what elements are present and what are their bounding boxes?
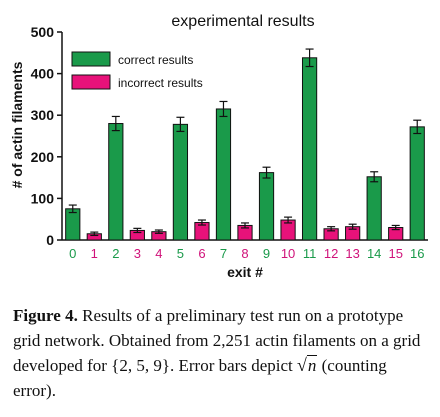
bar-exit-7 bbox=[215, 108, 232, 241]
x-tick-label: 8 bbox=[241, 246, 248, 261]
x-tick-label: 7 bbox=[220, 246, 227, 261]
x-tick-label: 9 bbox=[263, 246, 270, 261]
bar-exit-2 bbox=[108, 123, 124, 241]
y-tick-label: 100 bbox=[31, 190, 55, 206]
x-tick-label: 13 bbox=[345, 246, 359, 261]
x-tick-label: 12 bbox=[324, 246, 338, 261]
bar-exit-0 bbox=[65, 208, 81, 241]
bar-exit-11 bbox=[301, 57, 318, 241]
y-tick-label: 300 bbox=[31, 107, 55, 123]
y-tick-label: 500 bbox=[31, 24, 55, 40]
x-tick-label: 5 bbox=[177, 246, 184, 261]
x-tick-label: 6 bbox=[198, 246, 205, 261]
radical-symbol: √ bbox=[296, 355, 307, 375]
x-tick-label: 0 bbox=[69, 246, 76, 261]
bar-exit-16 bbox=[409, 126, 425, 241]
x-tick-label: 1 bbox=[91, 246, 98, 261]
legend-label-correct: correct results bbox=[118, 53, 193, 67]
y-tick-label: 400 bbox=[31, 66, 55, 82]
x-tick-label: 14 bbox=[367, 246, 381, 261]
bar-exit-9 bbox=[258, 172, 275, 241]
x-tick-label: 3 bbox=[134, 246, 141, 261]
caption-label: Figure 4. bbox=[13, 306, 78, 325]
legend-swatch-incorrect bbox=[71, 74, 111, 90]
x-tick-label: 16 bbox=[410, 246, 424, 261]
bar-chart: experimental results # of actin filament… bbox=[9, 13, 428, 280]
radicand: n bbox=[306, 355, 318, 375]
y-tick-label: 0 bbox=[46, 232, 54, 248]
figure-caption: Figure 4. Results of a preliminary test … bbox=[13, 303, 433, 403]
caption-text: Results of a preliminary test run on a p… bbox=[13, 306, 421, 375]
bar-exit-14 bbox=[366, 176, 382, 241]
x-tick-label: 15 bbox=[388, 246, 402, 261]
caption-text-end: (counting error). bbox=[13, 356, 387, 400]
legend-swatch-correct bbox=[71, 51, 111, 67]
x-tick-label: 2 bbox=[112, 246, 119, 261]
legend: correct results incorrect results bbox=[71, 51, 203, 90]
x-tick-label: 4 bbox=[155, 246, 162, 261]
x-tick-label: 10 bbox=[281, 246, 295, 261]
y-tick-label: 200 bbox=[31, 149, 55, 165]
legend-label-incorrect: incorrect results bbox=[118, 76, 203, 90]
sqrt-n-formula: √n bbox=[296, 353, 318, 378]
y-axis-label: # of actin filaments bbox=[9, 61, 25, 188]
chart-title: experimental results bbox=[171, 13, 314, 30]
x-axis-label: exit # bbox=[227, 264, 263, 280]
bar-exit-5 bbox=[172, 123, 189, 241]
x-tick-label: 11 bbox=[303, 246, 317, 261]
